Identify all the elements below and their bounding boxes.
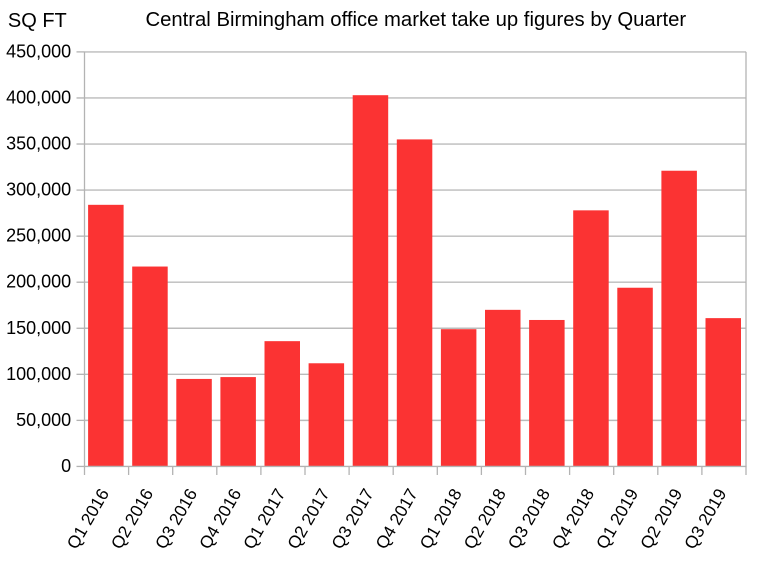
svg-text:250,000: 250,000 [6, 226, 71, 246]
svg-text:SQ FT: SQ FT [8, 10, 67, 32]
svg-text:100,000: 100,000 [6, 364, 71, 384]
svg-text:400,000: 400,000 [6, 87, 71, 107]
svg-text:Central Birmingham office mark: Central Birmingham office market take up… [145, 9, 686, 31]
svg-text:50,000: 50,000 [16, 410, 71, 430]
svg-text:0: 0 [61, 456, 71, 476]
svg-text:200,000: 200,000 [6, 272, 71, 292]
svg-text:300,000: 300,000 [6, 180, 71, 200]
svg-text:150,000: 150,000 [6, 318, 71, 338]
svg-text:450,000: 450,000 [6, 41, 71, 61]
svg-text:350,000: 350,000 [6, 134, 71, 154]
